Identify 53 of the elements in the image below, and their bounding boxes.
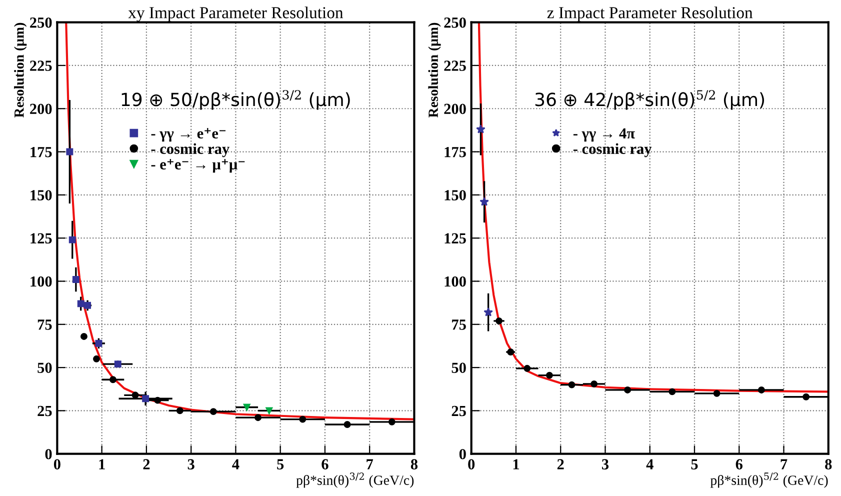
y-tick-label: 125 [30, 233, 52, 244]
y-tick-label: 50 [452, 362, 466, 373]
x-tick-label: 1 [513, 459, 520, 470]
y-tick-label: 225 [30, 60, 52, 71]
y-tick-label: 100 [444, 276, 466, 287]
y-tick-label: 125 [444, 233, 466, 244]
x-tick-label: 0 [468, 459, 475, 470]
x-tick-label: 5 [277, 459, 284, 470]
y-tick-label: 0 [45, 448, 52, 460]
y-tick-label: 0 [459, 448, 466, 460]
x-tick-label: 7 [780, 459, 788, 470]
y-tick-label: 75 [38, 320, 52, 330]
y-tick-label: 150 [444, 190, 466, 200]
y-tick-label: 225 [444, 60, 466, 71]
x-tick-label: 0 [54, 459, 60, 470]
y-axis-title: Resolution (μm) [428, 22, 441, 118]
y-tick-label: 250 [444, 17, 466, 28]
legend-label: - e⁺e⁻ → μ⁺μ⁻ [151, 159, 245, 173]
x-axis-title: pβ*sin(θ)$^{5/2}$ (GeV/c) [710, 472, 828, 488]
chart-title: z Impact Parameter Resolution [547, 6, 753, 22]
y-tick-label: 200 [444, 104, 466, 114]
y-tick-label: 175 [30, 146, 52, 158]
legend-label: - γγ → e⁺e⁻ [151, 128, 226, 142]
x-tick-label: 6 [736, 459, 742, 470]
legend-label: - γγ → 4π [573, 128, 635, 142]
y-tick-label: 75 [452, 320, 466, 330]
y-tick-label: 100 [30, 276, 52, 287]
x-tick-label: 2 [143, 459, 150, 470]
x-tick-label: 6 [322, 459, 328, 470]
x-tick-label: 1 [99, 459, 105, 470]
x-tick-label: 8 [410, 459, 418, 470]
annotation: 36 ⊕ 42/pβ*sin(θ)$^{5/2}$ (μm) [535, 90, 764, 110]
y-tick-label: 250 [30, 17, 52, 28]
chart-title: xy Impact Parameter Resolution [128, 6, 344, 22]
x-tick-label: 3 [602, 459, 609, 470]
y-tick-label: 25 [452, 406, 466, 416]
x-tick-label: 3 [188, 459, 194, 470]
y-tick-label: 25 [38, 406, 52, 416]
x-tick-label: 5 [691, 459, 698, 470]
x-tick-label: 4 [232, 459, 240, 470]
y-tick-label: 175 [444, 146, 466, 158]
x-tick-label: 2 [557, 459, 564, 470]
x-tick-label: 7 [366, 459, 374, 470]
y-tick-label: 200 [30, 104, 52, 114]
x-tick-label: 8 [825, 459, 832, 470]
x-axis-title: pβ*sin(θ)$^{3/2}$ (GeV/c) [296, 472, 414, 488]
y-tick-label: 50 [38, 362, 52, 373]
annotation: 19 ⊕ 50/pβ*sin(θ)$^{3/2}$ (μm) [122, 90, 350, 110]
legend-label: - cosmic ray [151, 143, 230, 158]
x-tick-label: 4 [646, 459, 654, 470]
legend-label: - cosmic ray [573, 143, 652, 158]
y-tick-label: 150 [30, 190, 52, 200]
y-axis-title: Resolution (μm) [14, 22, 27, 118]
